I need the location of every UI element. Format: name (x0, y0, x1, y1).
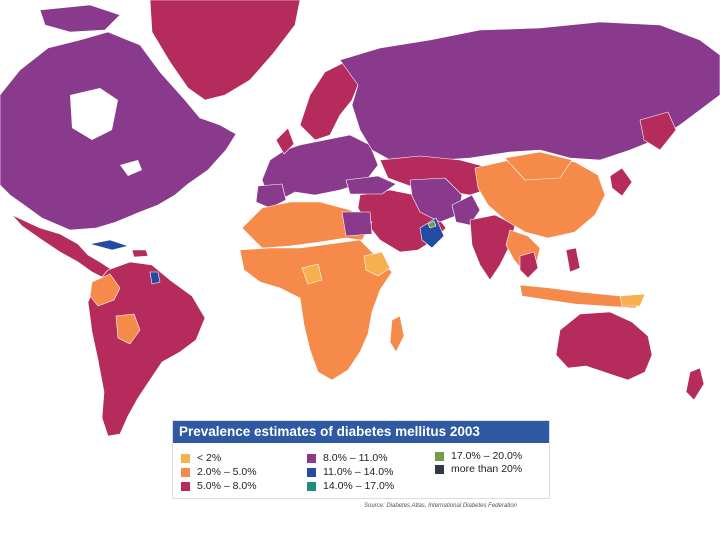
region-iran (409, 177, 463, 223)
region-guianas (149, 271, 161, 285)
legend-swatch (307, 468, 316, 477)
region-scandinavia (299, 61, 361, 141)
region-caribbean (131, 249, 149, 258)
region-africa (239, 239, 393, 381)
region-philippines (565, 247, 581, 273)
region-mongolia (504, 151, 573, 181)
region-png (619, 293, 646, 307)
legend-label: 5.0% – 8.0% (197, 480, 257, 492)
legend: Prevalence estimates of diabetes mellitu… (172, 420, 550, 499)
legend-swatch (435, 465, 444, 474)
region-turkey (345, 175, 397, 195)
region-madagascar (389, 315, 405, 353)
legend-label: < 2% (197, 452, 222, 464)
region-thailand (519, 251, 539, 279)
water-great-lakes (120, 160, 142, 176)
region-pakistan (451, 194, 481, 226)
region-new-zealand (685, 367, 705, 401)
region-australia (555, 311, 653, 381)
region-iberia (255, 183, 287, 209)
legend-label: 17.0% – 20.0% (451, 450, 523, 462)
legend-title: Prevalence estimates of diabetes mellitu… (173, 421, 549, 443)
legend-label: 11.0% – 14.0% (323, 466, 394, 478)
region-greenland (149, 0, 301, 101)
region-uk (275, 127, 295, 155)
region-canada-islands (39, 4, 121, 33)
region-indonesia (519, 284, 641, 309)
legend-swatch (435, 452, 444, 461)
region-cuba (89, 239, 129, 251)
legend-label: 14.0% – 17.0% (323, 480, 395, 492)
region-kamchatka (639, 111, 677, 151)
region-uae (427, 220, 437, 229)
region-ethiopia (363, 251, 391, 277)
legend-swatch (307, 482, 316, 491)
region-west-africa-lt2 (301, 263, 323, 285)
region-oman (419, 217, 445, 249)
region-north-america (0, 31, 237, 231)
source-citation: Source: Diabetes Atlas, International Di… (364, 503, 517, 509)
legend-swatch (307, 454, 316, 463)
region-egypt (341, 211, 373, 237)
region-russia (339, 21, 720, 163)
legend-swatch (181, 454, 190, 463)
region-colombia (89, 273, 121, 307)
region-india (469, 214, 516, 281)
region-south-america (87, 261, 206, 437)
legend-swatch (181, 482, 190, 491)
region-korea-japan (609, 167, 633, 197)
water-hudson-bay (70, 88, 118, 140)
legend-label: more than 20% (451, 463, 523, 475)
legend-label: 2.0% – 5.0% (197, 466, 257, 478)
legend-label: 8.0% – 11.0% (323, 452, 388, 464)
region-bolivia (115, 313, 141, 345)
legend-swatch (181, 468, 190, 477)
